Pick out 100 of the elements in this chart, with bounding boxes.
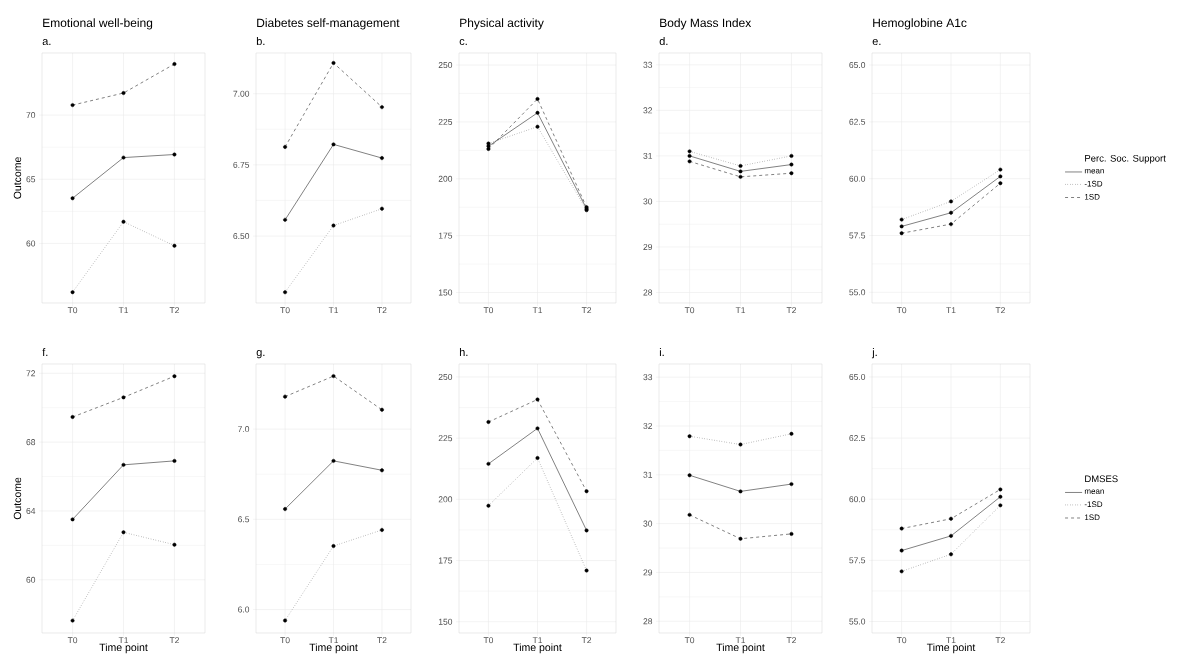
y-tick-label: 29 [643, 243, 653, 250]
y-tick-label: 32 [643, 107, 653, 114]
legend-title: Perc. Soc. Support [1085, 154, 1166, 164]
x-tick-label: T0 [280, 637, 290, 644]
chart-title: Diabetes self-management [257, 18, 400, 30]
chart-title: f. [42, 348, 48, 356]
y-tick-label: 32 [643, 422, 653, 429]
x-tick-label: T2 [169, 637, 179, 644]
y-tick-label: 65 [26, 176, 36, 183]
legend-label: mean [1084, 489, 1104, 494]
y-tick-label: 60 [26, 576, 36, 583]
chart-title: Emotional well-being [43, 18, 153, 30]
x-tick-label: T2 [786, 637, 796, 644]
y-tick-label: 28 [643, 289, 653, 296]
chart-subtitle: b. [256, 37, 265, 46]
y-tick-label: 33 [643, 61, 653, 68]
x-axis-title: Time point [99, 643, 148, 654]
legend-title: DMSES [1085, 475, 1118, 483]
x-tick-label: T2 [377, 307, 387, 314]
x-tick-label: T0 [483, 307, 494, 314]
x-axis-title: Time point [309, 643, 358, 654]
y-tick-label: 6.50 [233, 233, 250, 240]
y-tick-label: 250 [438, 373, 453, 380]
y-tick-label: 200 [438, 496, 453, 503]
chart-subtitle: d. [659, 37, 668, 46]
x-tick-label: T2 [169, 307, 179, 314]
y-tick-label: 29 [643, 569, 653, 576]
chart-title: h. [459, 348, 468, 356]
y-tick-label: 65.0 [849, 373, 866, 380]
y-tick-label: 31 [643, 152, 653, 159]
x-tick-label: T0 [67, 307, 78, 314]
x-tick-label: T1 [118, 637, 129, 644]
y-tick-label: 60.0 [849, 175, 866, 182]
legend-label: -1SD [1084, 180, 1103, 187]
x-tick-label: T1 [946, 637, 956, 644]
y-tick-label: 60.0 [849, 496, 866, 503]
y-tick-label: 7.00 [233, 90, 250, 97]
y-tick-label: 65.0 [849, 62, 866, 69]
x-tick-label: T0 [684, 307, 695, 314]
y-tick-label: 33 [643, 374, 653, 381]
y-tick-label: 28 [643, 618, 653, 625]
x-tick-label: T0 [684, 637, 695, 644]
y-tick-label: 57.5 [849, 232, 866, 239]
x-tick-label: T2 [581, 637, 592, 644]
y-tick-label: 225 [438, 118, 453, 125]
y-tick-label: 62.5 [849, 118, 866, 125]
y-tick-label: 64 [26, 507, 36, 514]
y-tick-label: 30 [643, 520, 653, 527]
x-tick-label: T0 [483, 637, 494, 644]
x-tick-label: T2 [581, 307, 592, 314]
chart-subtitle: c. [459, 39, 467, 46]
x-tick-label: T1 [946, 307, 956, 314]
chart-title: Hemoglobine A1c [873, 18, 967, 30]
x-tick-label: T0 [896, 637, 907, 644]
x-axis-title: Time point [926, 643, 976, 654]
x-tick-label: T1 [328, 637, 339, 644]
y-tick-label: 62.5 [849, 435, 866, 442]
legend-label: mean [1084, 169, 1104, 174]
y-tick-label: 150 [438, 289, 453, 296]
y-tick-label: 175 [438, 232, 453, 239]
x-tick-label: T0 [896, 307, 907, 314]
x-tick-label: T0 [280, 307, 290, 314]
y-tick-label: 175 [438, 557, 453, 564]
x-tick-label: T1 [328, 307, 339, 314]
x-tick-label: T1 [735, 307, 746, 314]
y-tick-label: 31 [643, 471, 653, 478]
x-tick-label: T1 [532, 637, 543, 644]
legend-label: 1SD [1084, 514, 1100, 521]
x-tick-label: T0 [67, 637, 78, 644]
x-tick-label: T1 [735, 637, 746, 644]
x-tick-label: T2 [786, 307, 796, 314]
y-tick-label: 150 [438, 618, 453, 625]
y-tick-label: 250 [438, 62, 453, 69]
y-tick-label: 68 [26, 439, 36, 446]
y-tick-label: 200 [438, 175, 453, 182]
chart-title: Body Mass Index [660, 18, 752, 30]
x-tick-label: T2 [995, 637, 1005, 644]
x-tick-label: T1 [532, 307, 543, 314]
y-tick-label: 72 [26, 370, 36, 377]
x-tick-label: T1 [118, 307, 129, 314]
x-tick-label: T2 [995, 307, 1005, 314]
x-tick-label: T2 [377, 637, 387, 644]
chart-title: i. [659, 348, 664, 356]
y-tick-label: 6.75 [233, 161, 250, 168]
y-tick-label: 60 [26, 240, 36, 247]
y-tick-label: 57.5 [849, 557, 866, 564]
y-tick-label: 6.0 [238, 606, 250, 613]
y-tick-label: 225 [438, 435, 453, 442]
chart-title: Physical activity [460, 18, 544, 30]
y-tick-label: 30 [643, 198, 653, 205]
y-tick-label: 6.5 [238, 516, 250, 523]
legend-label: 1SD [1084, 193, 1100, 200]
y-tick-label: 70 [26, 112, 36, 119]
y-tick-label: 7.0 [238, 426, 250, 433]
chart-title: g. [256, 350, 265, 359]
x-axis-title: Time point [513, 643, 562, 654]
y-axis-title: Outcome [13, 477, 22, 520]
chart-subtitle: e. [872, 39, 881, 46]
legend-label: -1SD [1084, 501, 1103, 508]
chart-subtitle: a. [42, 39, 51, 46]
